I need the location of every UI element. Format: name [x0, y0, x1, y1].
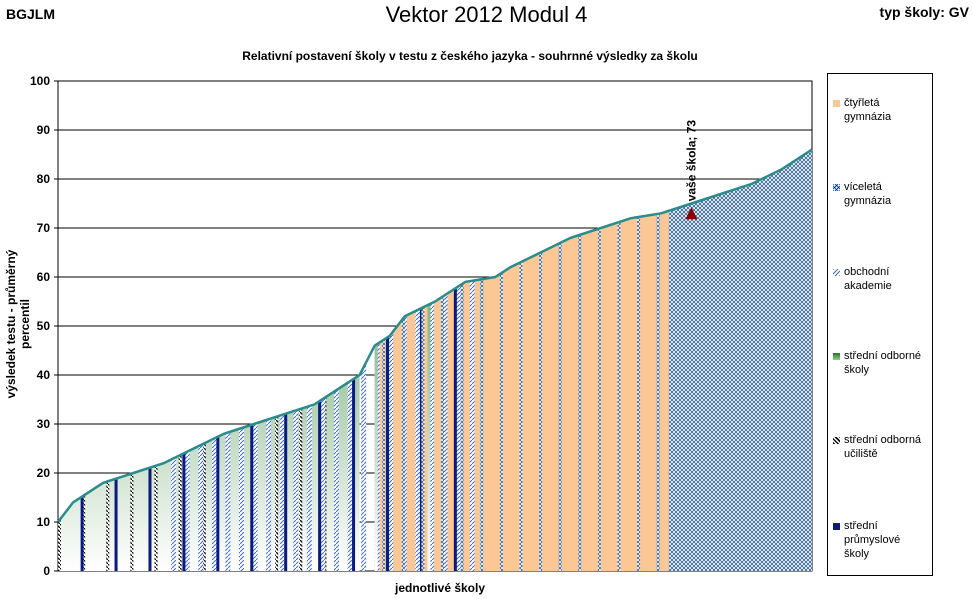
stripe-viceleta — [656, 149, 660, 571]
stripe-viceleta — [519, 149, 523, 571]
stripe-obchodni — [456, 149, 462, 571]
y-tick-label: 20 — [37, 466, 51, 480]
y-tick-label: 80 — [37, 172, 51, 186]
legend-label: čtyřletá gymnázia — [844, 97, 892, 123]
legend-label: víceletá gymnázia — [844, 181, 892, 207]
school-code: BGJLM — [6, 6, 55, 22]
stripe-viceleta — [558, 149, 562, 571]
legend-label: střední odborná učiliště — [844, 434, 922, 460]
y-tick-label: 0 — [43, 564, 50, 578]
stripe-prumyslove — [419, 149, 423, 571]
y-tick-label: 40 — [37, 368, 51, 382]
chart-title: Relativní postavení školy v testu z česk… — [242, 49, 698, 63]
stripe-viceleta — [460, 149, 464, 571]
your-school-marker — [685, 207, 698, 220]
stripe-viceleta — [401, 149, 405, 571]
school-type: typ školy: GV — [879, 4, 969, 20]
report-title: Vektor 2012 Modul 4 — [385, 2, 588, 27]
your-school-label: vaše škola; 73 — [684, 120, 698, 202]
stripe-obchodni — [388, 149, 394, 571]
band-viceleta — [668, 149, 812, 571]
stripe-obchodni — [442, 149, 448, 571]
stripe-viceleta — [617, 149, 621, 571]
legend-label: střední odborné školy — [844, 350, 922, 376]
stripe-viceleta — [382, 149, 386, 571]
y-tick-label: 90 — [37, 123, 51, 137]
stripe-prumyslove — [385, 149, 389, 571]
y-tick-label: 100 — [30, 74, 50, 88]
stripe-prumyslove — [453, 149, 457, 571]
dark-diagonal-swatch-icon — [833, 437, 840, 444]
y-tick-label: 30 — [37, 417, 51, 431]
x-axis-label: jednotlivé školy — [394, 581, 486, 595]
y-tick-label: 70 — [37, 221, 51, 235]
stripe-odborne — [427, 149, 431, 571]
stripe-odborne — [374, 149, 378, 571]
stripe-obchodni — [415, 149, 421, 571]
legend-label: obchodní akademie — [844, 266, 892, 292]
stripe-viceleta — [539, 149, 543, 571]
solid-swatch-icon — [833, 100, 840, 107]
legend-label: střední průmyslové školy — [844, 520, 901, 560]
diagonal-swatch-icon — [833, 269, 840, 276]
legend: čtyřletá gymnázia víceletá gymnázia obch… — [827, 73, 933, 576]
gradient-swatch-icon — [833, 353, 840, 360]
y-tick-label: 50 — [37, 319, 51, 333]
solid-swatch-icon — [833, 523, 840, 530]
stripe-obchodni — [428, 149, 434, 571]
stripe-viceleta — [578, 149, 582, 571]
stripe-viceleta — [637, 149, 641, 571]
stripe-viceleta — [480, 149, 484, 571]
y-tick-label: 10 — [37, 515, 51, 529]
crosshatch-swatch-icon — [833, 184, 840, 191]
stripe-viceleta — [499, 149, 503, 571]
stripe-viceleta — [441, 149, 445, 571]
result-curve — [57, 148, 813, 523]
y-tick-label: 60 — [37, 270, 51, 284]
stripe-obchodni — [469, 149, 475, 571]
stripe-viceleta — [597, 149, 601, 571]
stripe-viceleta — [421, 149, 425, 571]
